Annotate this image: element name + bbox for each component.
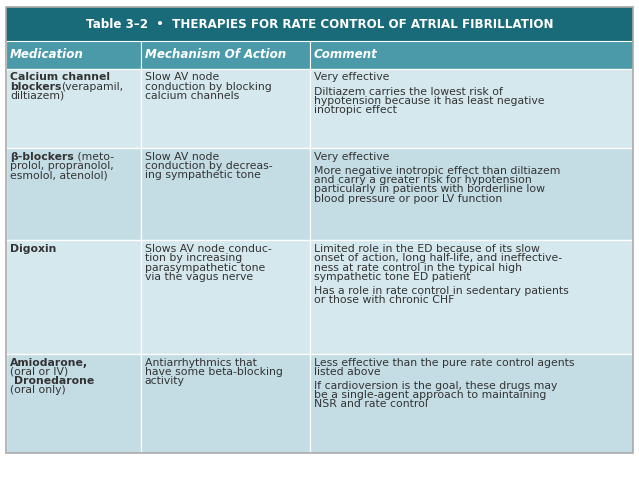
- Text: parasympathetic tone: parasympathetic tone: [145, 263, 265, 272]
- Text: particularly in patients with borderline low: particularly in patients with borderline…: [314, 184, 545, 195]
- Bar: [6, 241, 141, 354]
- Text: calcium channels: calcium channels: [145, 91, 239, 101]
- Text: Comment: Comment: [314, 48, 378, 61]
- Text: Diltiazem carries the lowest risk of: Diltiazem carries the lowest risk of: [314, 87, 503, 97]
- Text: have some beta-blocking: have some beta-blocking: [145, 367, 282, 377]
- Text: tion by increasing: tion by increasing: [145, 254, 242, 263]
- Text: sympathetic tone ED patient: sympathetic tone ED patient: [314, 272, 470, 282]
- Text: Very effective: Very effective: [314, 152, 389, 162]
- Text: or those with chronic CHF: or those with chronic CHF: [314, 295, 454, 305]
- Text: Table 3–2  •  THERAPIES FOR RATE CONTROL OF ATRIAL FIBRILLATION: Table 3–2 • THERAPIES FOR RATE CONTROL O…: [86, 18, 553, 31]
- Text: Has a role in rate control in sedentary patients: Has a role in rate control in sedentary …: [314, 286, 569, 296]
- Text: conduction by blocking: conduction by blocking: [145, 82, 272, 91]
- Text: Slow AV node: Slow AV node: [145, 152, 219, 162]
- Text: Less effective than the pure rate control agents: Less effective than the pure rate contro…: [314, 358, 574, 367]
- Text: diltiazem): diltiazem): [10, 91, 65, 101]
- Text: Antiarrhythmics that: Antiarrhythmics that: [145, 358, 257, 367]
- Text: ness at rate control in the typical high: ness at rate control in the typical high: [314, 263, 522, 272]
- Bar: [141, 69, 310, 148]
- Bar: [310, 148, 633, 241]
- Text: Amiodarone,: Amiodarone,: [10, 358, 88, 367]
- Text: onset of action, long half-life, and ineffective-: onset of action, long half-life, and ine…: [314, 254, 562, 263]
- Text: blood pressure or poor LV function: blood pressure or poor LV function: [314, 194, 502, 204]
- Bar: [6, 69, 141, 148]
- Text: be a single-agent approach to maintaining: be a single-agent approach to maintainin…: [314, 390, 546, 400]
- Text: If cardioversion is the goal, these drugs may: If cardioversion is the goal, these drug…: [314, 381, 557, 391]
- Text: inotropic effect: inotropic effect: [314, 105, 397, 115]
- Text: Digoxin: Digoxin: [10, 244, 57, 254]
- Text: More negative inotropic effect than diltiazem: More negative inotropic effect than dilt…: [314, 166, 560, 176]
- Bar: [6, 354, 141, 453]
- Bar: [6, 7, 633, 41]
- Text: (oral only): (oral only): [10, 385, 66, 395]
- Bar: [141, 41, 310, 69]
- Text: NSR and rate control: NSR and rate control: [314, 399, 428, 409]
- Text: β-blockers: β-blockers: [10, 152, 74, 162]
- Text: ing sympathetic tone: ing sympathetic tone: [145, 170, 261, 180]
- Text: Very effective: Very effective: [314, 73, 389, 82]
- Text: and carry a greater risk for hypotension: and carry a greater risk for hypotension: [314, 175, 532, 185]
- Text: listed above: listed above: [314, 367, 381, 377]
- Text: activity: activity: [145, 376, 185, 386]
- Text: via the vagus nerve: via the vagus nerve: [145, 272, 253, 282]
- Bar: [310, 41, 633, 69]
- Text: Medication: Medication: [10, 48, 84, 61]
- Text: Slows AV node conduc-: Slows AV node conduc-: [145, 244, 272, 254]
- Text: Mechanism Of Action: Mechanism Of Action: [145, 48, 286, 61]
- Bar: [6, 148, 141, 241]
- Text: Slow AV node: Slow AV node: [145, 73, 219, 82]
- Text: (oral or IV): (oral or IV): [10, 367, 68, 377]
- Text: (verapamil,: (verapamil,: [61, 82, 124, 91]
- Bar: [310, 354, 633, 453]
- Bar: [6, 41, 141, 69]
- Bar: [141, 148, 310, 241]
- Bar: [141, 354, 310, 453]
- Bar: [141, 241, 310, 354]
- Bar: [310, 241, 633, 354]
- Text: Dronedarone: Dronedarone: [13, 376, 94, 386]
- Text: Limited role in the ED because of its slow: Limited role in the ED because of its sl…: [314, 244, 540, 254]
- Text: Calcium channel: Calcium channel: [10, 73, 110, 82]
- Text: (meto-: (meto-: [74, 152, 114, 162]
- Bar: [310, 69, 633, 148]
- Text: hypotension because it has least negative: hypotension because it has least negativ…: [314, 96, 544, 106]
- Text: blockers: blockers: [10, 82, 61, 91]
- Text: conduction by decreas-: conduction by decreas-: [145, 161, 272, 171]
- Text: esmolol, atenolol): esmolol, atenolol): [10, 170, 108, 180]
- Text: prolol, propranolol,: prolol, propranolol,: [10, 161, 114, 171]
